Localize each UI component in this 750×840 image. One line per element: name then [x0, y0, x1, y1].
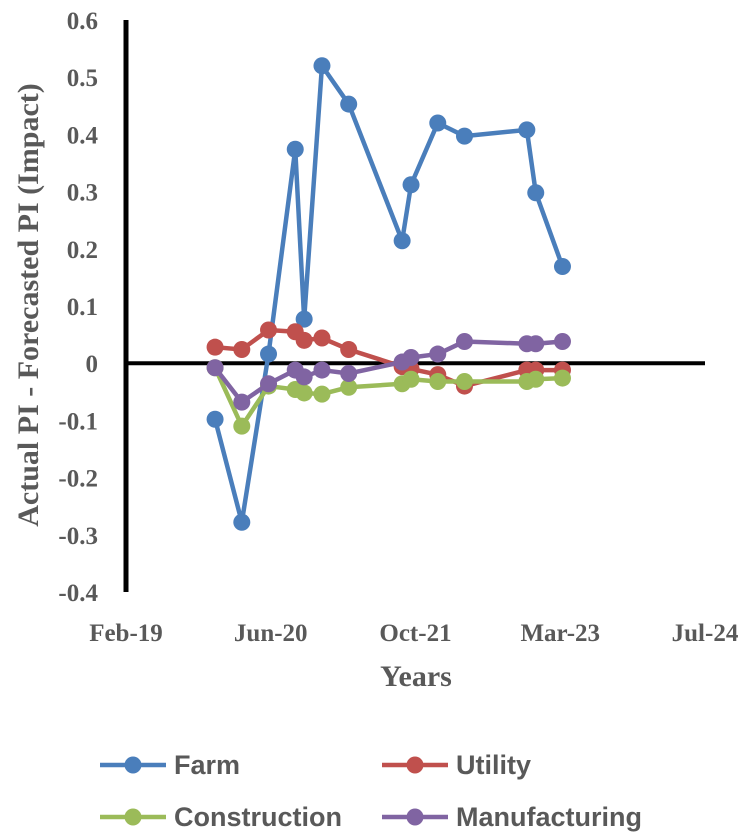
construction-data-point — [429, 373, 447, 391]
y-tick-label: -0.4 — [58, 580, 98, 607]
utility-data-point — [206, 338, 224, 356]
legend-label: Manufacturing — [456, 802, 642, 832]
manufacturing-data-point — [553, 332, 571, 350]
x-axis-title: Years — [380, 660, 452, 693]
y-tick-label: -0.3 — [58, 523, 98, 550]
legend-item-farm: Farm — [100, 750, 240, 780]
farm-data-point — [527, 184, 545, 202]
legend-marker — [124, 756, 142, 774]
y-tick-label: 0.6 — [67, 8, 98, 35]
farm-data-point — [233, 513, 251, 531]
series-manufacturing — [206, 332, 571, 411]
x-tick-label: Jun-20 — [234, 620, 308, 647]
construction-data-point — [553, 369, 571, 387]
y-tick-label: 0.5 — [67, 65, 98, 92]
farm-data-point — [206, 410, 224, 428]
utility-data-point — [233, 340, 251, 358]
utility-data-point — [295, 331, 313, 349]
construction-data-point — [527, 370, 545, 388]
x-tick-label: Mar-23 — [520, 620, 600, 647]
legend-marker — [124, 808, 142, 826]
manufacturing-data-point — [429, 345, 447, 363]
farm-data-point — [313, 57, 331, 75]
y-tick-label: 0.1 — [67, 294, 98, 321]
y-tick-label: 0 — [86, 351, 99, 378]
legend-item-utility: Utility — [382, 750, 531, 780]
construction-data-point — [233, 417, 251, 435]
legend-label: Construction — [174, 802, 342, 832]
utility-data-point — [313, 329, 331, 347]
construction-data-point — [295, 384, 313, 402]
legend-label: Utility — [456, 750, 531, 780]
manufacturing-data-point — [527, 335, 545, 353]
legend-label: Farm — [174, 750, 240, 780]
farm-data-point — [429, 114, 447, 132]
legend-marker — [406, 756, 424, 774]
y-tick-label: -0.1 — [58, 408, 98, 435]
legend-item-construction: Construction — [100, 802, 342, 832]
farm-data-point — [340, 95, 358, 113]
x-tick-label: Feb-19 — [89, 620, 163, 647]
farm-data-point — [553, 258, 571, 276]
y-tick-label: 0.2 — [67, 237, 98, 264]
manufacturing-data-point — [455, 332, 473, 350]
farm-data-point — [518, 121, 536, 139]
y-tick-label: -0.2 — [58, 466, 98, 493]
manufacturing-data-point — [206, 359, 224, 377]
farm-data-point — [286, 140, 304, 158]
manufacturing-data-point — [260, 375, 278, 393]
construction-data-point — [455, 373, 473, 391]
farm-data-point — [260, 345, 278, 363]
utility-data-point — [260, 321, 278, 339]
manufacturing-data-point — [340, 364, 358, 382]
farm-data-point — [402, 176, 420, 194]
farm-line — [212, 63, 565, 525]
manufacturing-data-point — [402, 348, 420, 366]
manufacturing-data-point — [233, 393, 251, 411]
farm-data-point — [295, 310, 313, 328]
y-tick-label: 0.4 — [67, 122, 99, 149]
legend-item-manufacturing: Manufacturing — [382, 802, 642, 832]
series-farm — [206, 57, 571, 531]
farm-data-point — [393, 232, 411, 250]
legend: Farm Utility Construction Manufacturing — [100, 750, 642, 832]
y-tick-label: 0.3 — [67, 180, 98, 207]
legend-marker — [406, 808, 424, 826]
manufacturing-data-point — [295, 368, 313, 386]
construction-data-point — [402, 370, 420, 388]
x-tick-label: Jul-24 — [672, 620, 739, 647]
construction-data-point — [313, 385, 331, 403]
farm-data-point — [455, 127, 473, 145]
x-tick-label: Oct-21 — [379, 620, 451, 647]
construction-data-point — [340, 378, 358, 396]
utility-data-point — [340, 340, 358, 358]
manufacturing-data-point — [313, 361, 331, 379]
y-axis-title: Actual PI - Forecasted PI (Impact) — [12, 83, 45, 527]
